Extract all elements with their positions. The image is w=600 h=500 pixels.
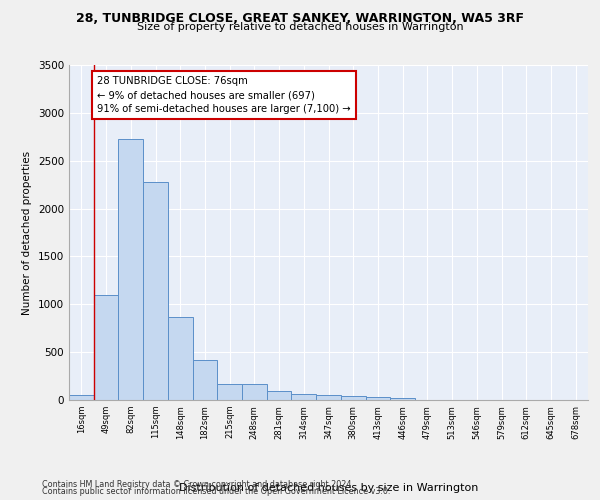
Bar — [390, 398, 415, 400]
Bar — [292, 394, 316, 400]
Bar — [341, 396, 365, 400]
Bar — [365, 397, 390, 400]
Bar — [168, 316, 193, 400]
Bar — [316, 394, 341, 400]
Text: 28 TUNBRIDGE CLOSE: 76sqm
← 9% of detached houses are smaller (697)
91% of semi-: 28 TUNBRIDGE CLOSE: 76sqm ← 9% of detach… — [97, 76, 351, 114]
X-axis label: Distribution of detached houses by size in Warrington: Distribution of detached houses by size … — [179, 484, 478, 494]
Bar — [143, 182, 168, 400]
Bar — [267, 392, 292, 400]
Text: Size of property relative to detached houses in Warrington: Size of property relative to detached ho… — [137, 22, 463, 32]
Bar — [217, 384, 242, 400]
Text: 28, TUNBRIDGE CLOSE, GREAT SANKEY, WARRINGTON, WA5 3RF: 28, TUNBRIDGE CLOSE, GREAT SANKEY, WARRI… — [76, 12, 524, 26]
Bar — [193, 360, 217, 400]
Bar — [242, 384, 267, 400]
Bar — [69, 394, 94, 400]
Bar — [94, 294, 118, 400]
Text: Contains HM Land Registry data © Crown copyright and database right 2024.: Contains HM Land Registry data © Crown c… — [42, 480, 354, 489]
Text: Contains public sector information licensed under the Open Government Licence v3: Contains public sector information licen… — [42, 488, 391, 496]
Bar — [118, 138, 143, 400]
Y-axis label: Number of detached properties: Number of detached properties — [22, 150, 32, 314]
